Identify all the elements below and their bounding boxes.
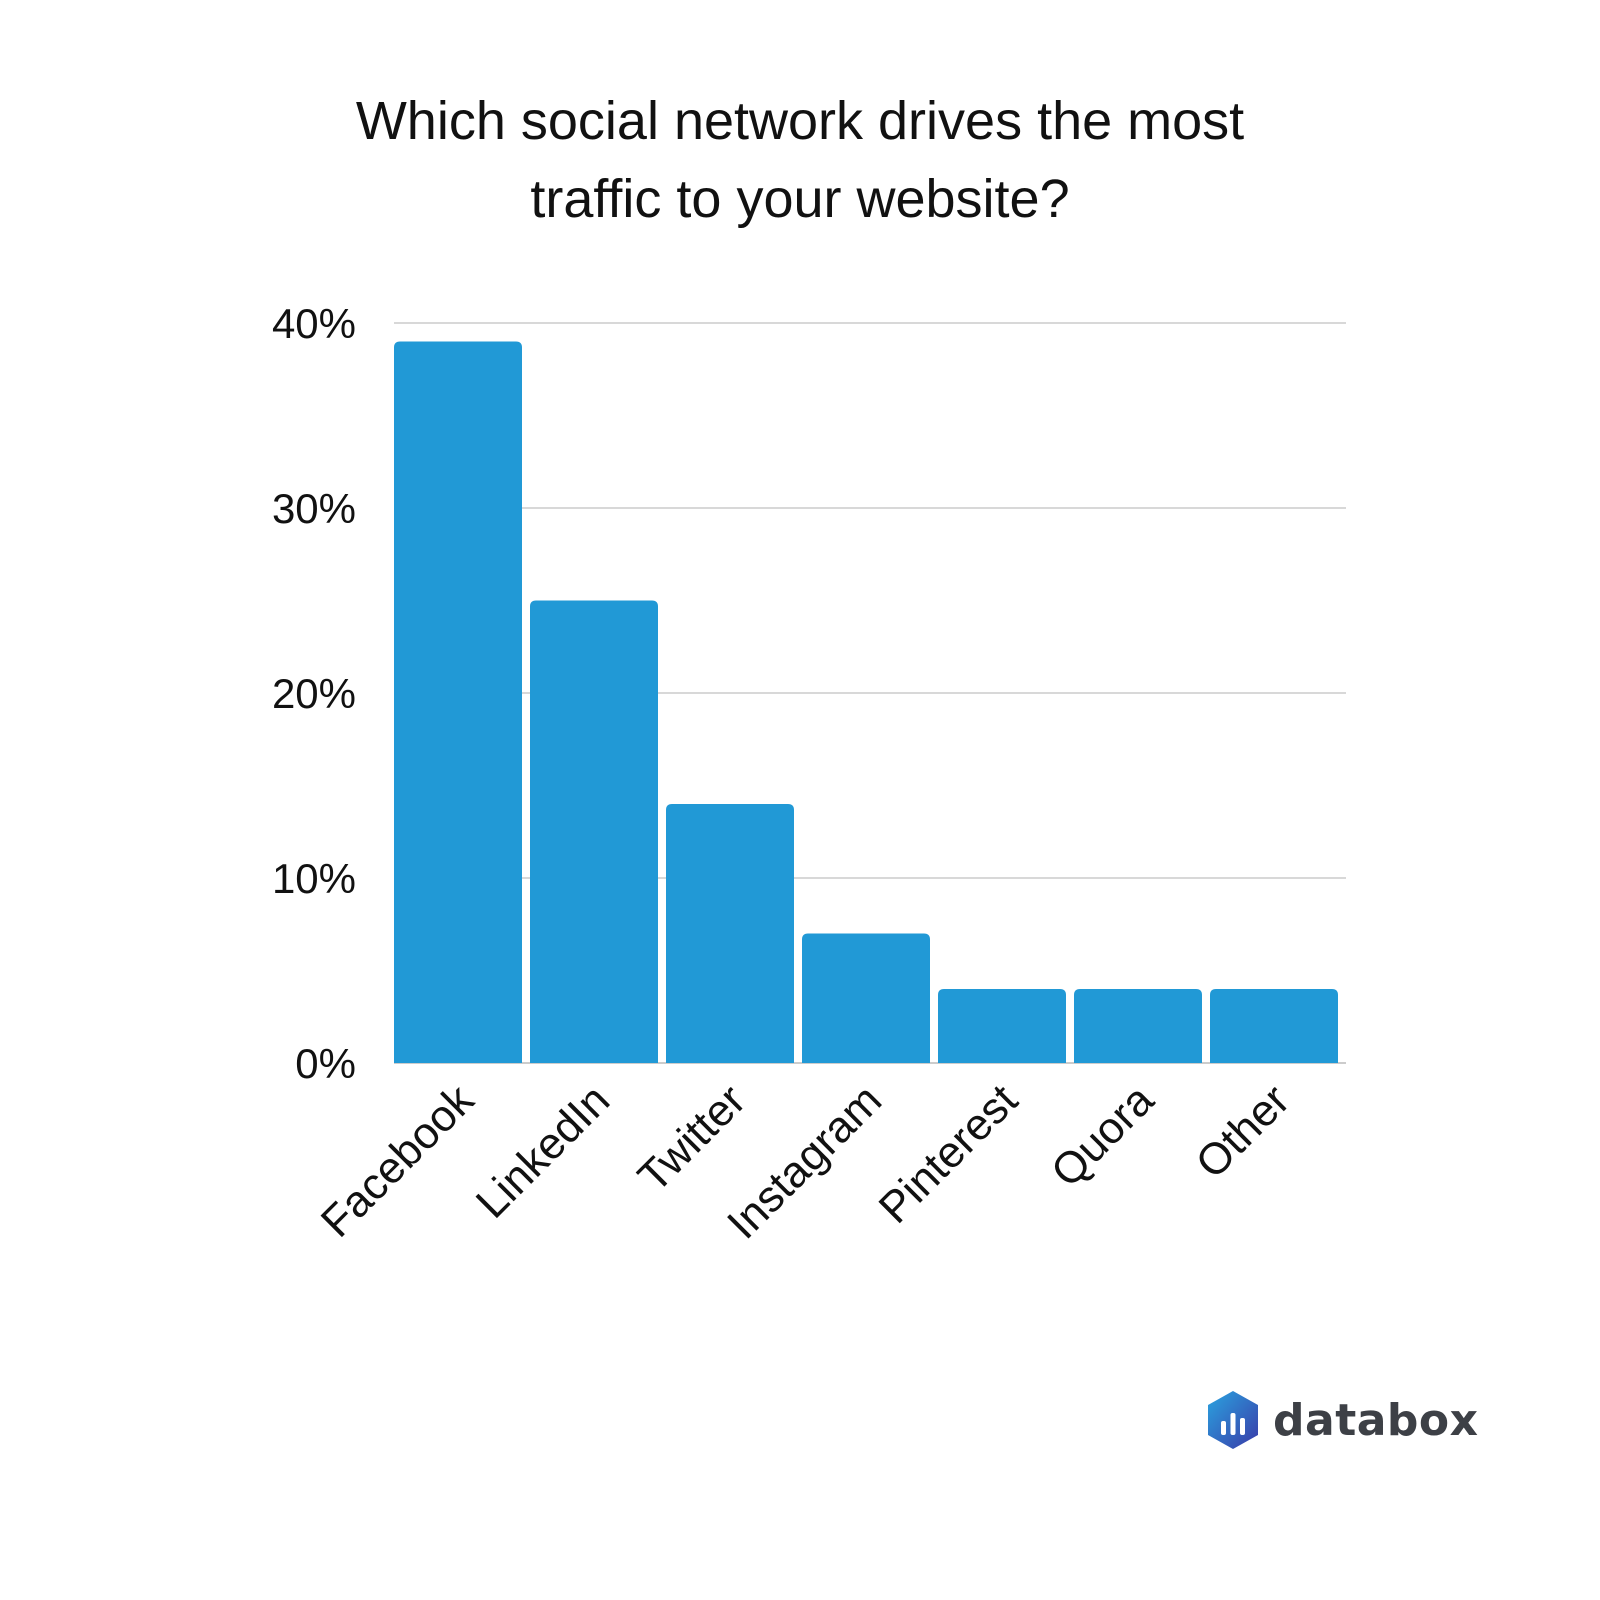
y-axis-ticks: 0% 10% 20% 30% 40% bbox=[272, 300, 356, 1087]
x-tick-label-linkedin: LinkedIn bbox=[467, 1075, 619, 1227]
bar-linkedin bbox=[530, 600, 658, 1063]
x-tick-label-other: Other bbox=[1187, 1075, 1299, 1187]
y-tick-label: 10% bbox=[272, 855, 356, 902]
bar-instagram bbox=[802, 933, 930, 1063]
x-tick-label-quora: Quora bbox=[1042, 1075, 1163, 1196]
bar-pinterest bbox=[938, 989, 1066, 1063]
databox-logo-icon bbox=[1208, 1391, 1258, 1449]
bar-twitter bbox=[666, 804, 794, 1063]
x-tick-label-twitter: Twitter bbox=[629, 1075, 755, 1201]
chart-title: Which social network drives the most tra… bbox=[0, 82, 1600, 238]
brand-logo: databox bbox=[1205, 1385, 1479, 1455]
bar-other bbox=[1210, 989, 1338, 1063]
y-tick-label: 40% bbox=[272, 300, 356, 347]
y-tick-label: 30% bbox=[272, 485, 356, 532]
y-tick-label: 0% bbox=[295, 1040, 356, 1087]
x-tick-label-pinterest: Pinterest bbox=[870, 1075, 1027, 1232]
chart-title-line-1: Which social network drives the most bbox=[355, 91, 1245, 151]
x-tick-label-facebook: Facebook bbox=[312, 1075, 484, 1247]
y-tick-label: 20% bbox=[272, 670, 356, 717]
chart-title-line-2: traffic to your website? bbox=[530, 169, 1070, 229]
brand-name: databox bbox=[1273, 1394, 1479, 1446]
bar-facebook bbox=[394, 341, 522, 1063]
bars bbox=[394, 341, 1338, 1063]
bar-quora bbox=[1074, 989, 1202, 1063]
